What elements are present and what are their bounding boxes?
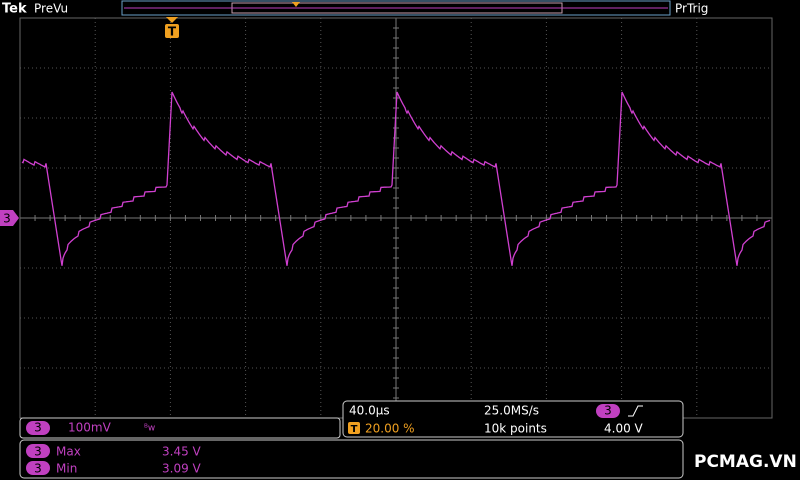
channel-badge — [26, 421, 50, 435]
measurement-name: Max — [56, 445, 81, 459]
channel-number: 3 — [34, 421, 42, 435]
trigger-status: PrTrig — [675, 2, 708, 16]
waveform — [21, 91, 771, 266]
brand: Tek — [2, 2, 27, 17]
measurement-box — [19, 439, 684, 479]
trigger-channel-badge — [596, 404, 620, 418]
watermark: PCMAG.VN — [694, 452, 797, 472]
measurements: 3 Max 3.45 V 3 Min 3.09 V — [26, 444, 202, 476]
trigger-arrow — [166, 17, 178, 23]
measurement-channel: 3 — [34, 462, 42, 476]
mode: PreVu — [34, 2, 68, 16]
trigger-position: 20.00 % — [365, 422, 415, 436]
trigger-channel: 3 — [604, 404, 612, 418]
measurement-badge — [26, 444, 50, 458]
record-trigger — [292, 2, 300, 7]
trigger-icon-box — [348, 422, 360, 434]
trigger-slope — [628, 405, 643, 417]
record-length: 10k points — [484, 422, 547, 436]
sample-rate: 25.0MS/s — [484, 404, 539, 418]
measurement-badge — [26, 461, 50, 475]
trigger-level: 4.00 V — [604, 422, 644, 436]
trigger-marker: T — [168, 25, 177, 39]
vertical-scale: 100mV — [68, 421, 112, 435]
channel-marker-box — [0, 210, 19, 226]
record-bar — [121, 0, 671, 16]
trigger-icon: T — [351, 424, 358, 435]
trigger-marker-box — [165, 24, 179, 38]
bandwidth: ᴮw — [144, 424, 155, 434]
channel-box — [19, 417, 341, 439]
time-scale: 40.0µs — [349, 404, 390, 418]
measurement-value: 3.09 V — [162, 462, 202, 476]
measurement-channel: 3 — [34, 445, 42, 459]
measurement-name: Min — [56, 462, 77, 476]
channel-marker: 3 — [3, 212, 11, 226]
measurement-value: 3.45 V — [162, 445, 202, 459]
